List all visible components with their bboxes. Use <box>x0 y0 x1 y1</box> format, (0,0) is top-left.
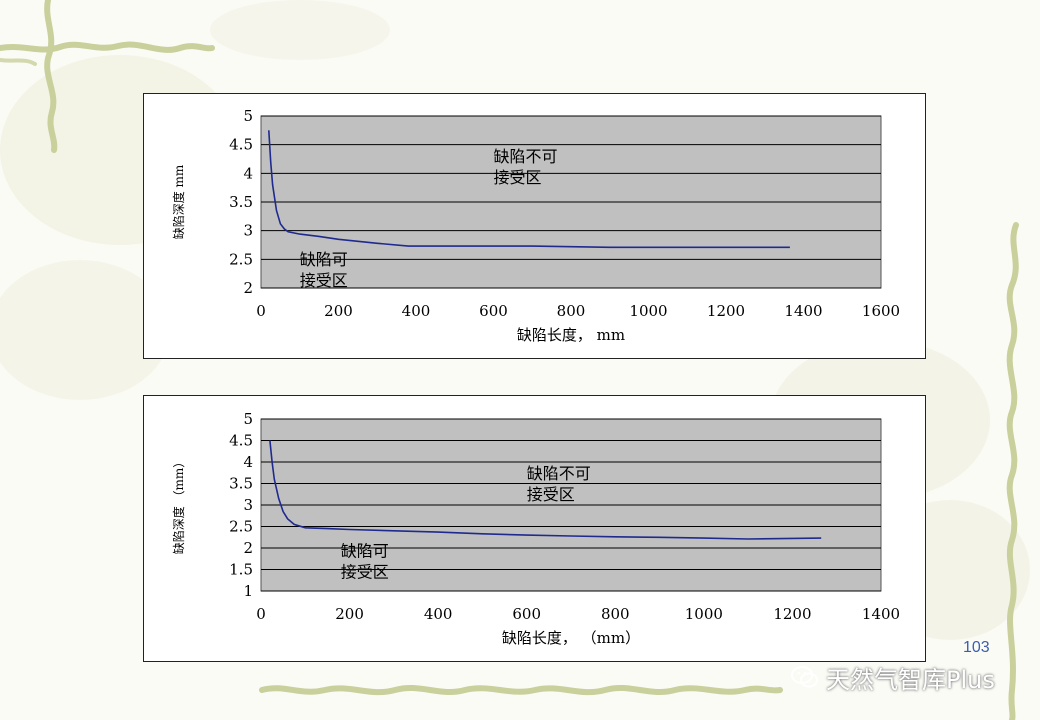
zone-annotation-line: 缺陷可 <box>341 542 389 561</box>
page-number: 103 <box>963 639 990 656</box>
x-tick-label: 600 <box>512 605 541 623</box>
zone-annotation-line: 缺陷不可 <box>527 464 591 483</box>
x-axis-label: 缺陷长度， （mm） <box>502 629 640 647</box>
zone-annotation-line: 接受区 <box>494 168 542 187</box>
x-tick-label: 1200 <box>773 605 811 623</box>
x-tick-label: 0 <box>256 302 266 320</box>
y-tick-label: 2 <box>243 539 253 557</box>
x-tick-label: 800 <box>557 302 586 320</box>
zone-annotation-line: 缺陷可 <box>300 250 348 269</box>
y-tick-label: 3.5 <box>229 193 253 211</box>
x-tick-label: 600 <box>479 302 508 320</box>
series-line <box>269 440 822 540</box>
zone-annotation-line: 接受区 <box>300 271 348 290</box>
y-axis-label: 缺陷深度 （mm） <box>171 456 186 555</box>
zone-annotation-line: 缺陷不可 <box>494 147 558 166</box>
chart-panel-top: 2 2.5 3 3.5 4 4.5 5 0 200 400 600 800 1000 1200 1400 16… <box>143 93 926 359</box>
x-axis-label: 缺陷长度， mm <box>517 326 625 344</box>
x-tick-label: 200 <box>335 605 364 623</box>
y-tick-label: 3.5 <box>229 475 253 493</box>
y-tick-label: 1.5 <box>229 561 253 579</box>
zone-annotation: 缺陷不可接受区 <box>494 147 558 187</box>
y-tick-label: 5 <box>243 410 253 428</box>
y-tick-label: 2 <box>243 279 253 297</box>
watermark-text: 天然气智库Plus <box>826 665 995 694</box>
y-tick-label: 4 <box>243 453 253 471</box>
x-tick-label: 200 <box>324 302 353 320</box>
x-tick-label: 1000 <box>629 302 667 320</box>
x-tick-label: 800 <box>601 605 630 623</box>
y-tick-label: 3 <box>243 222 253 240</box>
zone-annotation-line: 接受区 <box>341 563 389 582</box>
chart-top-svg: 2 2.5 3 3.5 4 4.5 5 0 200 400 600 800 1000 1200 1400 16… <box>171 107 900 344</box>
chart-bottom-svg: 1 1.5 2 2.5 3 3.5 4 4.5 5 0 200 400 600 800 1000 1200 14… <box>171 410 900 647</box>
x-tick-label: 1600 <box>862 302 900 320</box>
zone-annotation-line: 接受区 <box>527 485 575 504</box>
chart-panel-bottom: 1 1.5 2 2.5 3 3.5 4 4.5 5 0 200 400 600 800 1000 1200 14… <box>143 395 926 662</box>
x-tick-label: 1000 <box>685 605 723 623</box>
x-tick-label: 400 <box>424 605 453 623</box>
y-tick-label: 4.5 <box>229 136 253 154</box>
y-tick-label: 1 <box>243 582 253 600</box>
x-tick-label: 1400 <box>862 605 900 623</box>
zone-annotation: 缺陷可接受区 <box>300 250 348 290</box>
y-tick-label: 2.5 <box>229 250 253 268</box>
x-tick-label: 1400 <box>784 302 822 320</box>
x-tick-label: 400 <box>402 302 431 320</box>
y-tick-label: 4 <box>243 164 253 182</box>
wechat-icon <box>791 666 818 688</box>
watermark: 天然气智库Plus <box>790 660 995 694</box>
y-tick-label: 5 <box>243 107 253 125</box>
x-tick-label: 0 <box>256 605 266 623</box>
y-axis-label: 缺陷深度 mm <box>171 164 186 239</box>
y-tick-label: 3 <box>243 496 253 514</box>
y-tick-label: 2.5 <box>229 518 253 536</box>
y-tick-label: 4.5 <box>229 432 253 450</box>
zone-annotation: 缺陷不可接受区 <box>527 464 591 504</box>
series-line <box>268 130 790 249</box>
x-tick-label: 1200 <box>707 302 745 320</box>
zone-annotation: 缺陷可接受区 <box>341 542 389 582</box>
